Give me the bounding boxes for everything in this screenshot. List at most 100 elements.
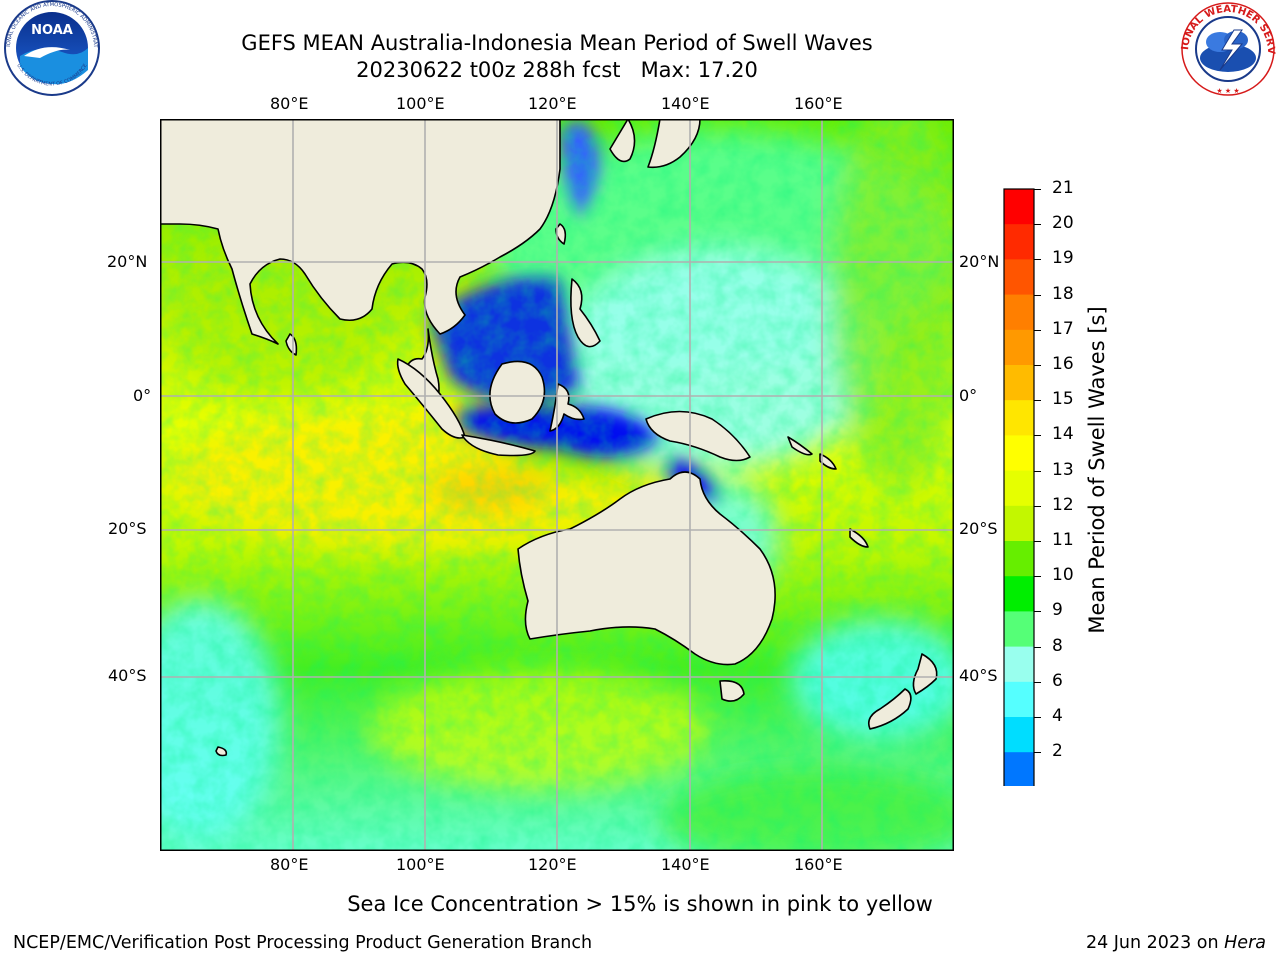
vanuatu-north xyxy=(819,453,837,470)
colorbar-segment xyxy=(1004,294,1034,331)
kerguelen xyxy=(215,746,228,757)
colorbar-tick-label: 4 xyxy=(1052,706,1063,726)
japan xyxy=(647,119,701,169)
colorbar-tick-label: 19 xyxy=(1052,248,1074,269)
colorbar-tick-mark xyxy=(1034,611,1041,613)
philippines xyxy=(570,278,601,348)
colorbar-tick-mark xyxy=(1034,470,1041,472)
colorbar-tick-mark xyxy=(1034,259,1041,261)
colorbar-tick-label: 6 xyxy=(1052,670,1063,691)
colorbar-tick-label: 18 xyxy=(1052,283,1074,304)
colorbar-tick-label: 20 xyxy=(1052,213,1074,234)
colorbar-tick-label: 8 xyxy=(1052,635,1063,656)
colorbar-segment xyxy=(1004,541,1034,577)
lon-label-top: 80°E xyxy=(270,94,309,113)
colorbar-tick-mark xyxy=(1034,224,1041,226)
lon-label-top: 140°E xyxy=(661,94,710,113)
colorbar-tick-mark xyxy=(1034,541,1041,542)
colorbar-segment xyxy=(1004,400,1034,436)
colorbar-segment xyxy=(1004,717,1034,753)
colorbar-segment xyxy=(1004,224,1034,260)
chart-title: GEFS MEAN Australia-Indonesia Mean Perio… xyxy=(241,31,873,55)
lon-label-bottom: 140°E xyxy=(661,855,710,874)
lon-label-top: 120°E xyxy=(528,94,577,113)
colorbar-segment xyxy=(1004,470,1034,507)
colorbar-tick-label: 11 xyxy=(1052,530,1074,550)
borneo xyxy=(489,360,546,424)
colorbar-tick-label: 10 xyxy=(1052,565,1074,586)
colorbar-tick-label: 21 xyxy=(1052,178,1074,198)
australia xyxy=(517,471,776,666)
map-panel xyxy=(160,119,954,851)
colorbar-segment xyxy=(1004,259,1034,296)
colorbar-tick-mark xyxy=(1034,189,1041,190)
colorbar-tick-mark xyxy=(1034,400,1041,402)
new-guinea xyxy=(645,410,751,462)
colorbar-tick-mark xyxy=(1034,365,1041,366)
colorbar-tick-mark xyxy=(1034,681,1041,683)
colorbar-tick-mark xyxy=(1034,329,1041,331)
colorbar xyxy=(1003,188,1035,786)
colorbar-tick-label: 13 xyxy=(1052,459,1074,480)
asia-mainland xyxy=(160,119,561,345)
footer-host: Hera xyxy=(1224,933,1266,953)
colorbar-tick-mark xyxy=(1034,505,1041,507)
colorbar-segment xyxy=(1004,646,1034,683)
lon-label-bottom: 160°E xyxy=(794,855,843,874)
colorbar-tick-label: 14 xyxy=(1052,424,1074,445)
colorbar-tick-mark xyxy=(1034,646,1041,648)
sea-ice-note: Sea Ice Concentration > 15% is shown in … xyxy=(347,892,933,916)
footer-credit: NCEP/EMC/Verification Post Processing Pr… xyxy=(13,933,593,953)
colorbar-segment xyxy=(1004,365,1034,401)
colorbar-tick-mark xyxy=(1034,576,1041,578)
new-zealand-north xyxy=(912,653,938,695)
chart-subtitle: 20230622 t00z 288h fcst Max: 17.20 xyxy=(356,58,758,82)
solomon-islands xyxy=(787,436,813,456)
colorbar-segment xyxy=(1004,329,1034,366)
svg-text:NOAA: NOAA xyxy=(31,23,73,38)
colorbar-segment xyxy=(1004,435,1034,472)
graticule xyxy=(160,119,954,851)
colorbar-tick-mark xyxy=(1034,717,1041,718)
map-frame xyxy=(160,119,954,851)
lat-label-right: 40°S xyxy=(959,666,998,685)
lat-label-left: 0° xyxy=(133,386,152,405)
lat-label-right: 20°N xyxy=(959,252,1000,271)
svg-text:★ ★ ★: ★ ★ ★ xyxy=(1216,87,1239,95)
colorbar-tick-label: 15 xyxy=(1052,389,1074,410)
lon-label-bottom: 80°E xyxy=(270,855,309,874)
footer-date: 24 Jun 2023 on Hera xyxy=(1086,933,1266,953)
colorbar-tick-mark xyxy=(1034,435,1041,437)
colorbar-tick-label: 9 xyxy=(1052,600,1063,621)
lon-label-top: 160°E xyxy=(794,94,843,113)
lon-label-bottom: 120°E xyxy=(528,855,577,874)
new-zealand-south xyxy=(867,688,912,730)
colorbar-segment xyxy=(1004,681,1034,718)
colorbar-segment xyxy=(1004,189,1034,225)
lat-label-left: 40°S xyxy=(108,666,147,685)
colorbar-tick-label: 16 xyxy=(1052,354,1074,374)
lat-label-left: 20°N xyxy=(107,252,148,271)
footer-date-text: 24 Jun 2023 on xyxy=(1085,933,1225,953)
colorbar-segment xyxy=(1004,752,1034,786)
korea xyxy=(609,119,636,163)
tasmania xyxy=(719,679,745,702)
national-weather-service-logo-icon: NATIONAL WEATHER SERVICE ★ ★ ★ xyxy=(1176,0,1276,96)
colorbar-tick-label: 17 xyxy=(1052,318,1074,339)
lat-label-right: 20°S xyxy=(959,519,998,538)
lat-label-right: 0° xyxy=(959,386,978,405)
lon-label-top: 100°E xyxy=(396,94,445,113)
colorbar-tick-label: 12 xyxy=(1052,494,1074,515)
colorbar-frame xyxy=(1003,188,1035,786)
lon-label-bottom: 100°E xyxy=(396,855,445,874)
colorbar-label: Mean Period of Swell Waves [s] xyxy=(1085,306,1109,634)
colorbar-segment xyxy=(1004,505,1034,542)
java xyxy=(461,434,536,457)
noaa-logo-icon: NOAA NATIONAL OCEANIC AND ATMOSPHERIC AD… xyxy=(0,0,100,96)
colorbar-segment xyxy=(1004,576,1034,612)
colorbar-tick-mark xyxy=(1034,752,1041,754)
sumatra xyxy=(396,358,466,439)
new-caledonia xyxy=(849,528,869,548)
colorbar-tick-label: 2 xyxy=(1052,741,1063,762)
